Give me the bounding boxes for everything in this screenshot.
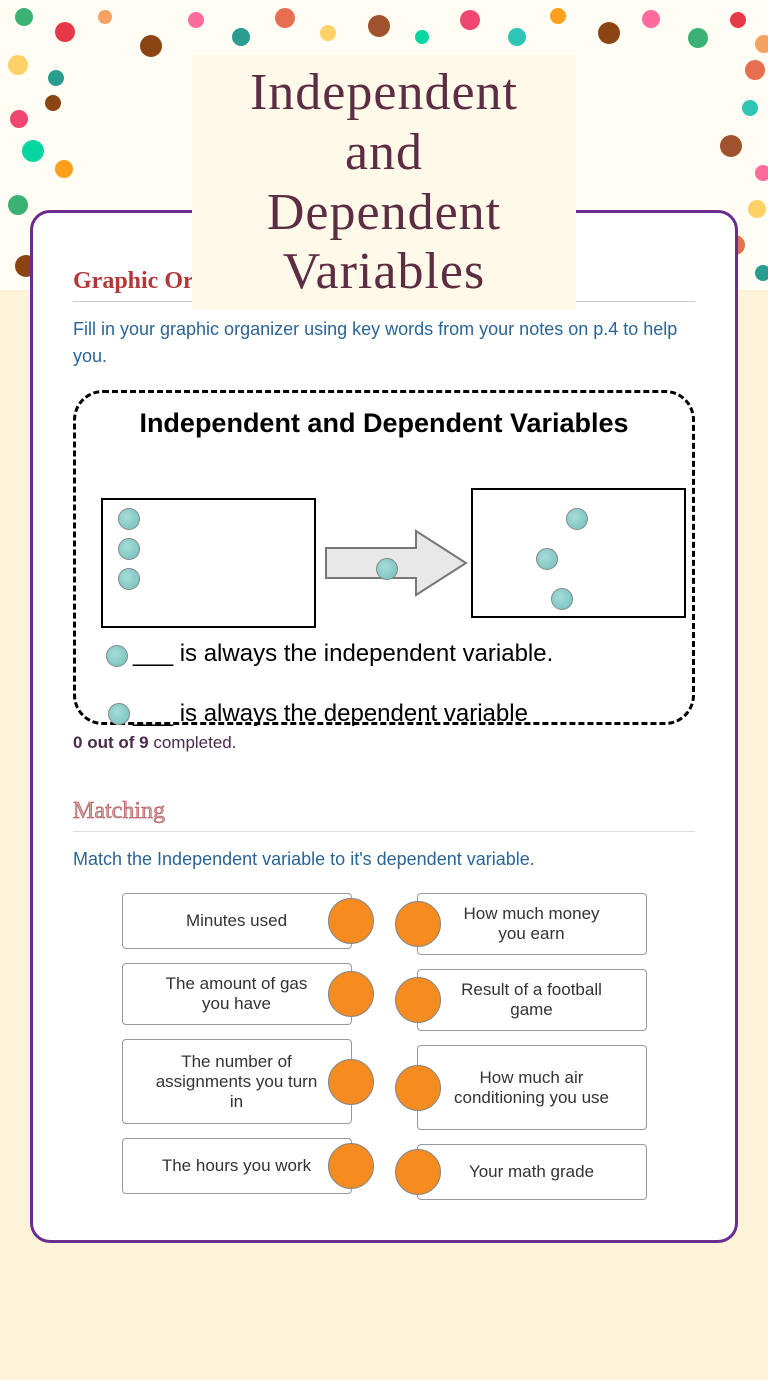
progress-text: 0 out of 9 completed. <box>73 733 695 753</box>
match-connector-dot[interactable] <box>328 1143 374 1189</box>
match-item-right[interactable]: How much air conditioning you use <box>417 1045 647 1130</box>
confetti-dot <box>368 15 390 37</box>
section2-instruction: Match the Independent variable to it's d… <box>73 846 695 873</box>
fill-blank-dot[interactable] <box>118 538 140 560</box>
confetti-dot <box>48 70 64 86</box>
fill-blank-dot[interactable] <box>106 645 128 667</box>
page-title: Independent andDependent Variables <box>212 63 556 302</box>
section1-instruction: Fill in your graphic organizer using key… <box>73 316 695 370</box>
confetti-dot <box>730 12 746 28</box>
matching-grid: Minutes used The amount of gas you have Th… <box>73 893 695 1200</box>
match-item-right[interactable]: How much money you earn <box>417 893 647 955</box>
match-item-label: How much air conditioning you use <box>448 1068 616 1108</box>
match-item-left[interactable]: The amount of gas you have <box>122 963 352 1025</box>
confetti-dot <box>55 160 73 178</box>
match-connector-dot[interactable] <box>328 1059 374 1105</box>
confetti-dot <box>22 140 44 162</box>
confetti-dot <box>508 28 526 46</box>
confetti-dot <box>15 8 33 26</box>
confetti-dot <box>188 12 204 28</box>
organizer-text-2: ___ is always the dependent variable <box>101 698 691 729</box>
match-item-right[interactable]: Result of a football game <box>417 969 647 1031</box>
confetti-dot <box>550 8 566 24</box>
confetti-dot <box>742 100 758 116</box>
confetti-dot <box>460 10 480 30</box>
fill-blank-dot[interactable] <box>376 558 398 580</box>
fill-blank-dot[interactable] <box>118 508 140 530</box>
match-item-label: The hours you work <box>162 1156 311 1176</box>
fill-blank-dot[interactable] <box>536 548 558 570</box>
confetti-dot <box>748 200 766 218</box>
fill-blank-dot[interactable] <box>108 703 130 725</box>
confetti-dot <box>98 10 112 24</box>
matching-left-column: Minutes used The amount of gas you have Th… <box>122 893 352 1200</box>
page-title-block: Independent andDependent Variables <box>192 55 576 310</box>
confetti-dot <box>140 35 162 57</box>
confetti-dot <box>688 28 708 48</box>
match-item-label: How much money you earn <box>448 904 616 944</box>
confetti-dot <box>55 22 75 42</box>
fill-blank-dot[interactable] <box>566 508 588 530</box>
confetti-dot <box>745 60 765 80</box>
organizer-text-1: ___ is always the independent variable. <box>101 638 661 669</box>
match-connector-dot[interactable] <box>395 977 441 1023</box>
confetti-dot <box>642 10 660 28</box>
graphic-organizer[interactable]: Independent and Dependent Variables ___ … <box>73 390 695 725</box>
match-item-label: Result of a football game <box>448 980 616 1020</box>
fill-blank-dot[interactable] <box>551 588 573 610</box>
organizer-title: Independent and Dependent Variables <box>94 407 674 439</box>
match-connector-dot[interactable] <box>395 901 441 947</box>
match-item-label: Your math grade <box>469 1162 594 1182</box>
fill-blank-dot[interactable] <box>118 568 140 590</box>
match-connector-dot[interactable] <box>395 1065 441 1111</box>
confetti-dot <box>415 30 429 44</box>
match-item-left[interactable]: Minutes used <box>122 893 352 949</box>
match-item-label: The amount of gas you have <box>153 974 321 1014</box>
confetti-dot <box>720 135 742 157</box>
match-item-left[interactable]: The hours you work <box>122 1138 352 1194</box>
confetti-dot <box>755 165 768 181</box>
confetti-dot <box>755 35 768 53</box>
confetti-dot <box>10 110 28 128</box>
match-connector-dot[interactable] <box>328 898 374 944</box>
match-item-right[interactable]: Your math grade <box>417 1144 647 1200</box>
confetti-dot <box>598 22 620 44</box>
match-connector-dot[interactable] <box>328 971 374 1017</box>
confetti-dot <box>8 195 28 215</box>
confetti-dot <box>45 95 61 111</box>
section2-heading: Matching <box>73 798 695 832</box>
confetti-dot <box>275 8 295 28</box>
match-item-left[interactable]: The number of assignments you turn in <box>122 1039 352 1124</box>
confetti-dot <box>8 55 28 75</box>
main-card: Graphic Organizer: Notes Fill in your gr… <box>30 210 738 1243</box>
matching-right-column: How much money you earn Result of a footb… <box>417 893 647 1200</box>
match-connector-dot[interactable] <box>395 1149 441 1195</box>
confetti-dot <box>232 28 250 46</box>
confetti-dot <box>755 265 768 281</box>
confetti-dot <box>320 25 336 41</box>
match-item-label: Minutes used <box>186 911 287 931</box>
match-item-label: The number of assignments you turn in <box>153 1052 321 1112</box>
